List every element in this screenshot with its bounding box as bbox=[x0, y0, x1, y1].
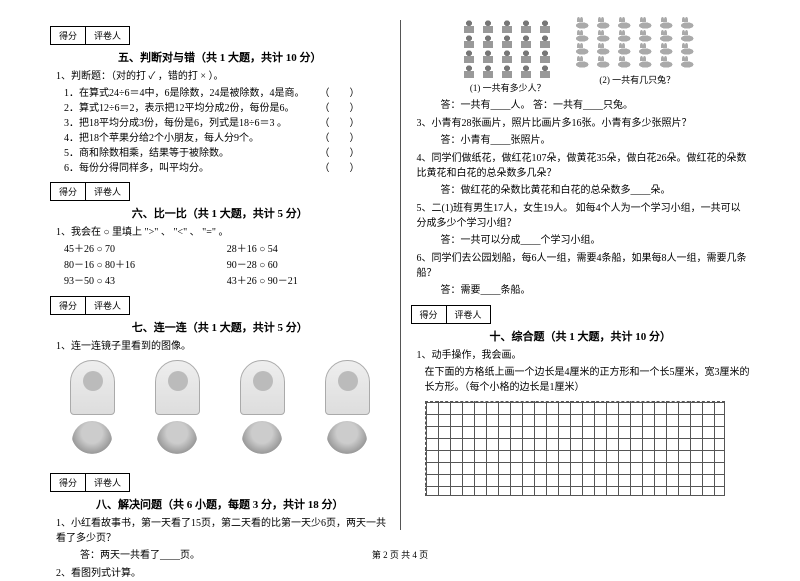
sec6-lead: 1、我会在 ○ 里填上 ">" 、 "<" 、 "=" 。 bbox=[56, 225, 390, 240]
sec5-i5: 5．商和除数相乘，结果等于被除数。（ ） bbox=[64, 146, 390, 161]
section-6-title: 六、比一比（共 1 大题，共计 5 分） bbox=[50, 205, 390, 221]
kid-row bbox=[50, 421, 390, 461]
sec10-lead: 1、动手操作，我会画。 bbox=[417, 348, 751, 363]
sec5-i4: 4．把18个苹果分给2个小朋友，每人分9个。（ ） bbox=[64, 131, 390, 146]
grid-paper bbox=[425, 401, 725, 496]
sec8-q4: 4、同学们做纸花，做红花107朵，做黄花35朵，做白花26朵。做红花的朵数比黄花… bbox=[417, 151, 751, 181]
mirror-icon bbox=[70, 360, 115, 415]
score-box-8: 得分 评卷人 bbox=[50, 473, 130, 492]
figure-row: (1) 一共有多少人？ (2) 一共有几只兔？ bbox=[411, 20, 751, 94]
mirror-icon bbox=[155, 360, 200, 415]
mirror-icon bbox=[240, 360, 285, 415]
sec5-i3: 3．把18平均分成3份，每份是6，列式是18÷6＝3 。（ ） bbox=[64, 116, 390, 131]
section-10-title: 十、综合题（共 1 大题，共计 10 分） bbox=[411, 328, 751, 344]
section-7-title: 七、连一连（共 1 大题，共计 5 分） bbox=[50, 319, 390, 335]
right-column: (1) 一共有多少人？ (2) 一共有几只兔？ 答：一共有____人。 答：一共… bbox=[401, 20, 761, 530]
sec10-body: 在下面的方格纸上画一个边长是4厘米的正方形和一个长5厘米，宽3厘米的长方形。（每… bbox=[425, 365, 751, 395]
caption-2: (2) 一共有几只兔？ bbox=[575, 73, 700, 86]
mirror-row bbox=[50, 360, 390, 415]
mirror-icon bbox=[325, 360, 370, 415]
score-box-6: 得分 评卷人 bbox=[50, 182, 130, 201]
sec8-q2: 2、看图列式计算。 bbox=[56, 566, 390, 581]
sec8-a3: 答：小青有____张照片。 bbox=[441, 133, 751, 149]
people-figure: (1) 一共有多少人？ bbox=[461, 20, 555, 94]
sec5-lead: 1、判断题：（对的打 ✓ ，错的打 × ）。 bbox=[56, 69, 390, 84]
page-footer: 第 2 页 共 4 页 bbox=[0, 548, 800, 561]
score-box-5: 得分 评卷人 bbox=[50, 26, 130, 45]
sec8-a6: 答：需要____条船。 bbox=[441, 283, 751, 299]
score-box-7: 得分 评卷人 bbox=[50, 296, 130, 315]
sec5-i2: 2．算式12÷6＝2，表示把12平均分成2份，每份是6。（ ） bbox=[64, 101, 390, 116]
compare-row: 45＋26 ○ 7028＋16 ○ 54 80－16 ○ 80＋1690－28 … bbox=[64, 242, 390, 290]
sec8-q5: 5、二(1)班有男生17人，女生19人。 如每4个人为一个学习小组，一共可以分成… bbox=[417, 201, 751, 231]
sec5-i6: 6．每份分得同样多，叫平均分。（ ） bbox=[64, 161, 390, 176]
score-label: 得分 bbox=[51, 27, 86, 44]
kid-icon bbox=[327, 421, 367, 461]
caption-1: (1) 一共有多少人？ bbox=[461, 81, 555, 94]
rabbit-figure: (2) 一共有几只兔？ bbox=[575, 20, 700, 94]
section-8-title: 八、解决问题（共 6 小题，每题 3 分，共计 18 分） bbox=[50, 496, 390, 512]
sec8-a5: 答：一共可以分成____个学习小组。 bbox=[441, 233, 751, 249]
left-column: 得分 评卷人 五、判断对与错（共 1 大题，共计 10 分） 1、判断题：（对的… bbox=[40, 20, 401, 530]
sec8-q1: 1、小红看故事书，第一天看了15页，第二天看的比第一天少6页，两天一共看了多少页… bbox=[56, 516, 390, 546]
sec5-i1: 1．在算式24÷6＝4中，6是除数，24是被除数，4是商。（ ） bbox=[64, 86, 390, 101]
sec8-a4: 答：做红花的朵数比黄花和白花的总朵数多____朵。 bbox=[441, 183, 751, 199]
kid-icon bbox=[72, 421, 112, 461]
kid-icon bbox=[157, 421, 197, 461]
score-box-10: 得分 评卷人 bbox=[411, 305, 491, 324]
sec7-lead: 1、连一连镜子里看到的图像。 bbox=[56, 339, 390, 354]
sec8-q6: 6、同学们去公园划船，每6人一组，需要4条船，如果每8人一组，需要几条船？ bbox=[417, 251, 751, 281]
section-5-title: 五、判断对与错（共 1 大题，共计 10 分） bbox=[50, 49, 390, 65]
sec8-q3: 3、小青有28张画片，照片比画片多16张。小青有多少张照片？ bbox=[417, 116, 751, 131]
sec8-a12: 答：一共有____人。 答：一共有____只兔。 bbox=[441, 98, 751, 114]
kid-icon bbox=[242, 421, 282, 461]
grader-label: 评卷人 bbox=[86, 27, 129, 44]
